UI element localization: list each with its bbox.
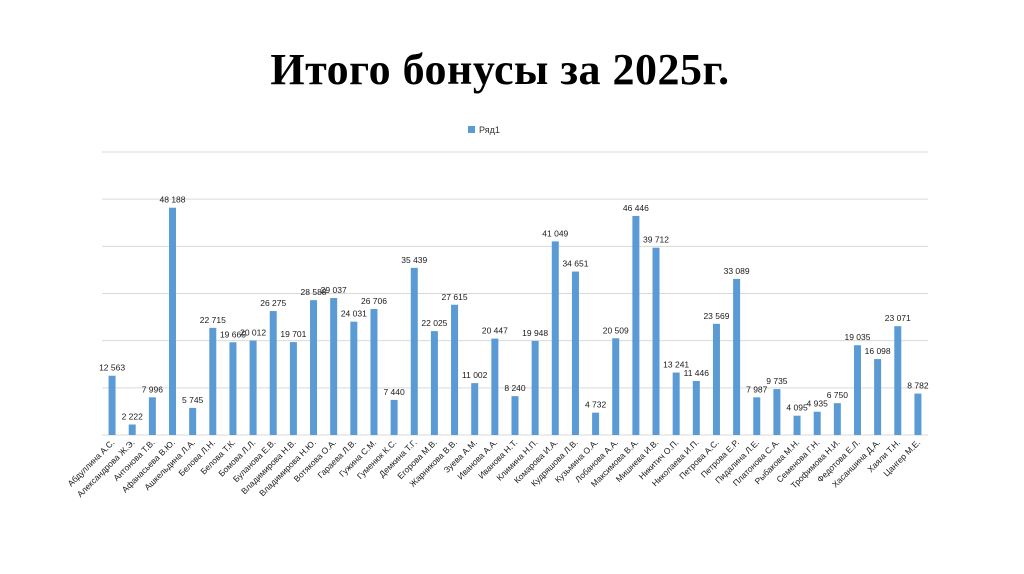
data-label: 11 002 <box>462 370 488 380</box>
data-label: 19 665 <box>220 329 246 339</box>
bar <box>108 375 116 435</box>
data-label: 7 987 <box>746 384 768 394</box>
data-label: 19 948 <box>522 328 548 338</box>
bar <box>189 407 197 435</box>
bar <box>571 271 579 435</box>
gridlines <box>102 151 928 436</box>
legend: Ряд1 <box>468 125 500 135</box>
bar <box>712 323 720 435</box>
data-label: 29 037 <box>321 285 347 295</box>
bar <box>914 393 922 435</box>
data-label: 4 935 <box>807 399 829 409</box>
data-label: 4 095 <box>786 403 808 413</box>
data-label: 39 712 <box>643 235 669 245</box>
bar <box>390 399 398 435</box>
data-label: 33 089 <box>724 266 750 276</box>
data-label: 5 745 <box>182 395 204 405</box>
bar <box>551 241 559 435</box>
bar <box>753 397 761 435</box>
bar <box>169 207 177 435</box>
data-label: 12 563 <box>99 363 125 373</box>
bar <box>632 215 640 435</box>
data-label: 7 996 <box>142 384 164 394</box>
bar <box>874 359 882 435</box>
bar <box>148 397 156 435</box>
legend-swatch <box>468 126 475 133</box>
bar <box>491 338 499 435</box>
data-label: 19 701 <box>280 329 306 339</box>
bar <box>793 415 801 435</box>
data-label: 6 750 <box>827 390 849 400</box>
data-label: 28 588 <box>301 287 327 297</box>
data-label: 26 275 <box>260 298 286 308</box>
bar <box>310 300 318 435</box>
data-label: 23 569 <box>703 311 729 321</box>
data-label: 20 012 <box>240 328 266 338</box>
data-label: 46 446 <box>623 203 649 213</box>
bar <box>350 321 358 435</box>
bar <box>813 411 821 435</box>
data-label: 8 240 <box>504 383 526 393</box>
bar <box>652 247 660 435</box>
data-label: 35 439 <box>401 255 427 265</box>
legend-label: Ряд1 <box>479 125 500 135</box>
bar <box>853 345 861 435</box>
bar <box>229 342 237 435</box>
bar <box>128 424 136 435</box>
data-label: 20 447 <box>482 326 508 336</box>
bar <box>531 340 539 435</box>
bar <box>430 331 438 435</box>
data-label: 27 615 <box>442 292 468 302</box>
data-label: 22 715 <box>200 315 226 325</box>
data-label: 2 222 <box>122 412 144 422</box>
bar <box>833 403 841 435</box>
bar <box>370 309 378 435</box>
bar <box>733 278 741 435</box>
data-label: 26 706 <box>361 296 387 306</box>
bar <box>410 267 418 435</box>
data-label: 34 651 <box>562 259 588 269</box>
data-label: 16 098 <box>865 346 891 356</box>
bar <box>894 326 902 435</box>
x-tick-labels: Абдуллина А.С.Александрова Ж.Э.Антонова … <box>65 437 922 499</box>
data-label: 48 188 <box>160 195 186 205</box>
data-label: 11 446 <box>684 368 710 378</box>
data-label: 8 782 <box>907 381 929 391</box>
bar <box>249 340 257 435</box>
bar <box>592 412 600 435</box>
bar <box>692 381 700 435</box>
data-label: 19 035 <box>844 332 870 342</box>
bar <box>612 338 620 435</box>
data-label: 22 025 <box>421 318 447 328</box>
data-label: 20 509 <box>603 325 629 335</box>
bar <box>209 327 217 435</box>
bars <box>108 207 922 435</box>
bar <box>289 342 297 435</box>
data-label: 24 031 <box>341 309 367 319</box>
bar <box>451 304 459 435</box>
bar <box>471 383 479 435</box>
bar <box>672 372 680 435</box>
bar <box>330 298 338 435</box>
data-label: 7 440 <box>383 387 405 397</box>
data-label: 41 049 <box>542 228 568 238</box>
data-label: 23 071 <box>885 313 911 323</box>
bar <box>511 396 519 435</box>
data-label: 13 241 <box>663 360 689 370</box>
data-label: 4 732 <box>585 400 607 410</box>
slide-title: Итого бонусы за 2025г. <box>270 45 730 94</box>
data-label: 9 735 <box>766 376 788 386</box>
bar <box>773 389 781 435</box>
bar <box>269 311 277 435</box>
